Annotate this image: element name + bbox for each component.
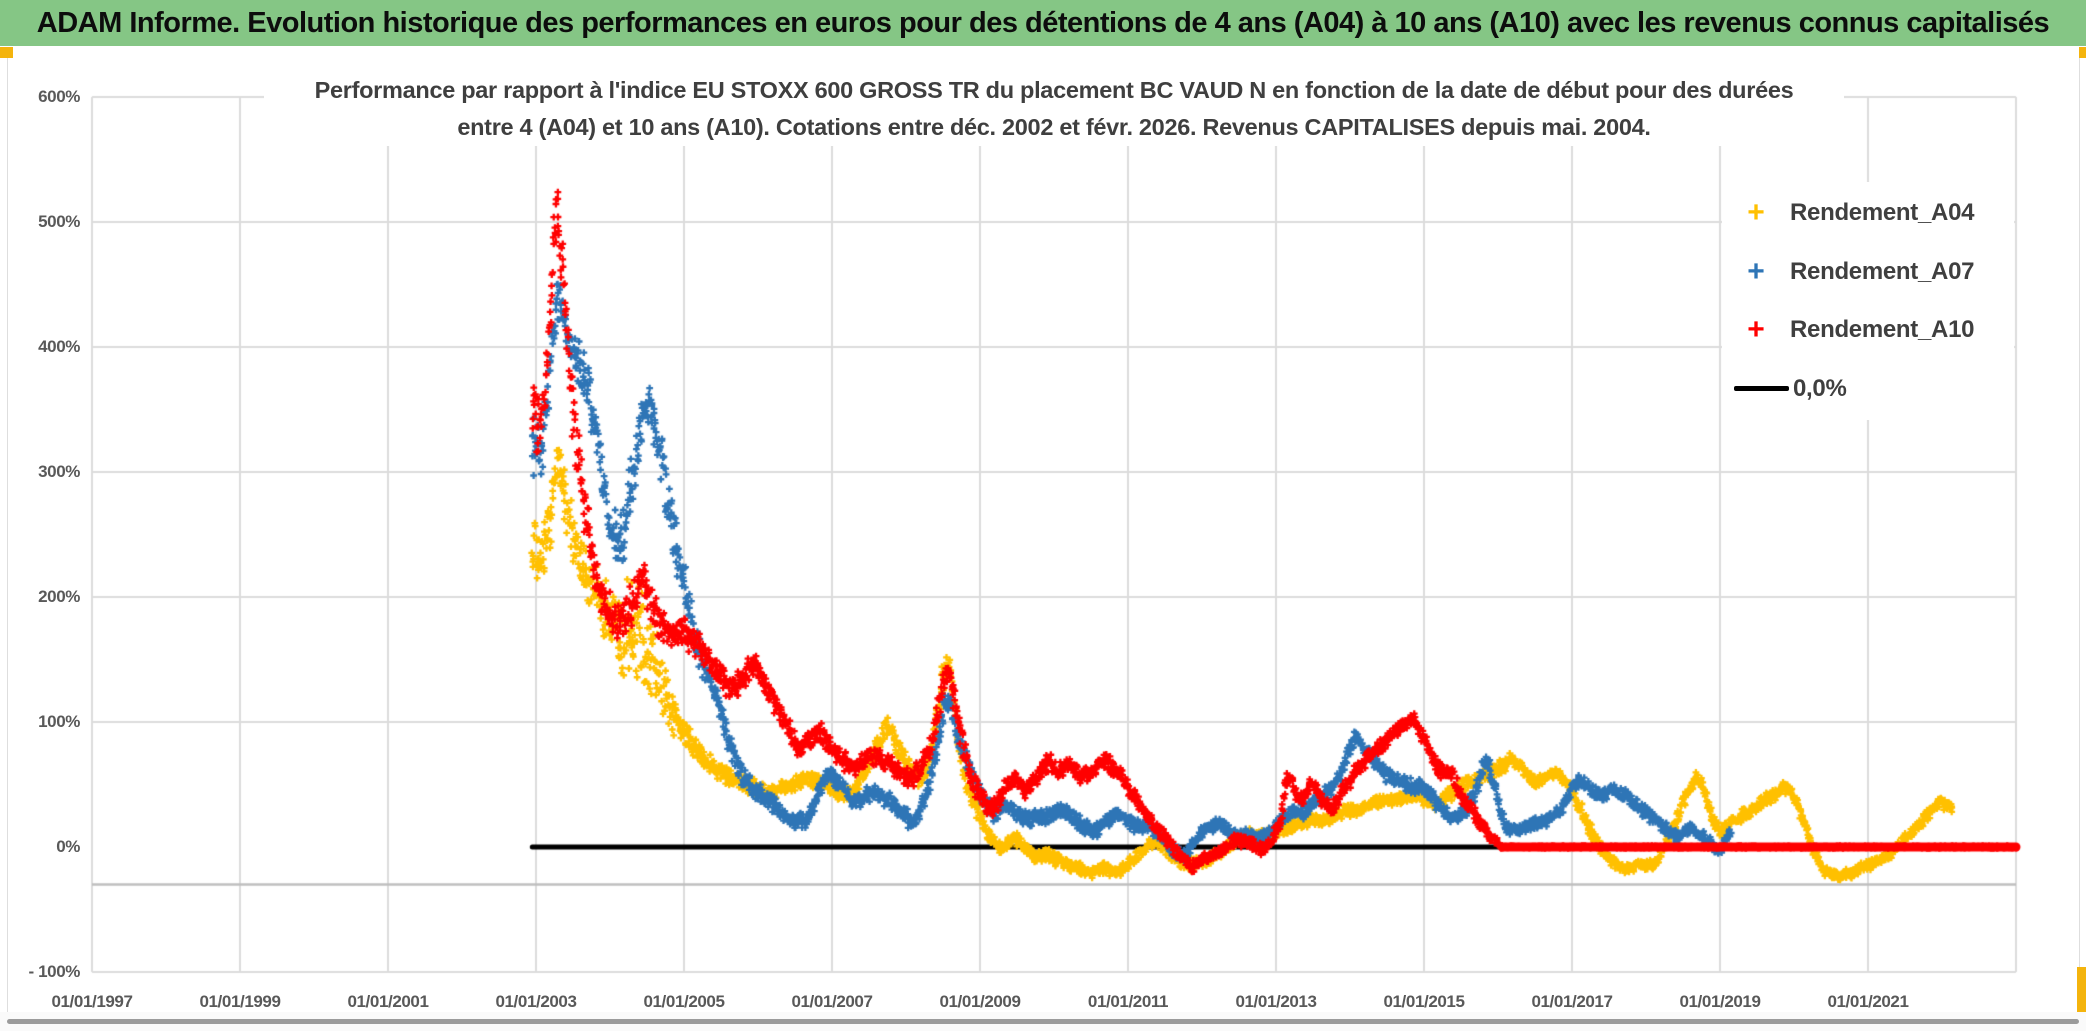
x-axis-label: 01/01/2005 [643, 992, 725, 1011]
legend-item-zero-line[interactable]: 0,0% [1722, 362, 2014, 416]
chart-subtitle-line2: entre 4 (A04) et 10 ans (A10). Cotations… [457, 114, 1651, 140]
x-axis-label: 01/01/2003 [495, 992, 577, 1011]
legend-label: Rendement_A10 [1790, 316, 1975, 344]
y-axis-label: - 100% [28, 962, 81, 981]
page-title: ADAM Informe. Evolution historique des p… [36, 6, 2050, 39]
title-bar: ADAM Informe. Evolution historique des p… [0, 0, 2086, 46]
legend-item-rendement-a07[interactable]: + Rendement_A07 [1722, 245, 2014, 299]
x-axis-label: 01/01/1997 [51, 992, 133, 1011]
legend-label: Rendement_A04 [1790, 199, 1975, 226]
x-axis-label: 01/01/2013 [1235, 992, 1317, 1011]
y-axis-label: 200% [38, 587, 80, 606]
legend-item-rendement-a10[interactable]: + Rendement_A10 [1722, 303, 2014, 357]
gold-accent-top-left [0, 47, 13, 58]
gold-accent-top-right [2079, 47, 2086, 58]
plus-marker-icon: + [1747, 196, 1765, 229]
y-axis-label: 400% [38, 337, 80, 356]
x-axis-label: 01/01/2001 [347, 992, 429, 1011]
x-axis-label: 01/01/2007 [791, 992, 873, 1011]
y-axis-label: 600% [38, 87, 80, 106]
x-axis-label: 01/01/2017 [1531, 992, 1613, 1011]
x-axis-label: 01/01/1999 [199, 992, 281, 1011]
frame-border-left [7, 58, 8, 1013]
gold-accent-bottom-right [2077, 967, 2086, 1013]
y-axis-label: 300% [38, 462, 80, 481]
plus-marker-icon: + [1747, 313, 1765, 347]
frame-border-right [2079, 58, 2080, 967]
legend-label: 0,0% [1793, 374, 1847, 402]
x-axis-label: 01/01/2009 [939, 992, 1021, 1011]
y-axis-label: 0% [56, 837, 80, 856]
page-bottom-border [7, 1019, 2079, 1024]
x-axis-label: 01/01/2015 [1383, 992, 1465, 1011]
y-axis: 600% 500% 400% 300% 200% 100% 0% - 100% [0, 0, 81, 1031]
legend-item-rendement-a04[interactable]: + Rendement_A04 [1722, 186, 2014, 240]
chart-legend[interactable]: + Rendement_A04 + Rendement_A07 + Rendem… [1722, 182, 2014, 420]
chart-subtitle: Performance par rapport à l'indice EU ST… [264, 72, 1844, 146]
chart-subtitle-line1: Performance par rapport à l'indice EU ST… [314, 77, 1794, 103]
plus-marker-icon: + [1747, 254, 1765, 288]
x-axis-label: 01/01/2019 [1679, 992, 1761, 1011]
y-axis-label: 100% [38, 712, 80, 731]
y-axis-label: 500% [38, 212, 80, 231]
x-axis: 01/01/1997 01/01/1999 01/01/2001 01/01/2003… [0, 992, 2086, 1016]
x-axis-label: 01/01/2021 [1827, 992, 1909, 1011]
legend-label: Rendement_A07 [1790, 257, 1975, 285]
black-line-marker-icon [1734, 386, 1789, 392]
x-axis-label: 01/01/2011 [1087, 992, 1169, 1011]
